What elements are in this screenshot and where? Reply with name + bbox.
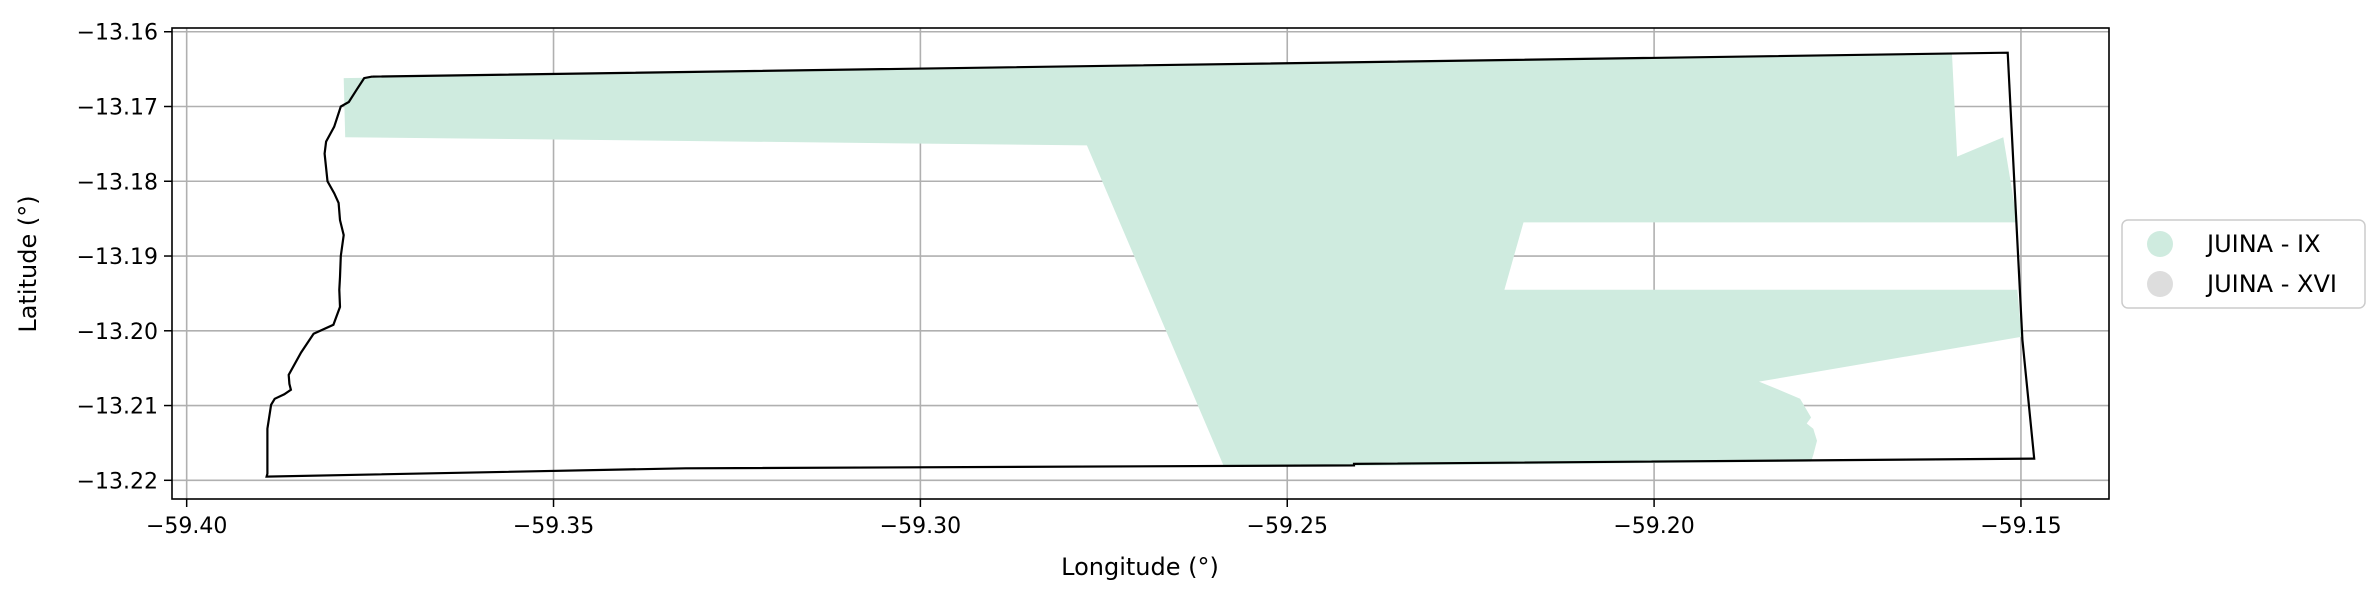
legend-label: JUINA - IX <box>2205 230 2321 258</box>
y-tick-label: −13.18 <box>77 170 158 195</box>
y-axis-title: Latitude (°) <box>14 195 42 332</box>
municipality-boundary <box>265 51 2036 478</box>
legend-marker <box>2147 271 2173 297</box>
region-juina-ix <box>343 54 2022 467</box>
legend-label: JUINA - XVI <box>2205 270 2337 298</box>
legend-box <box>2121 219 2366 309</box>
y-axis-ticks: −13.16 −13.17 −13.18 −13.19 −13.20 −13.21 −13.… <box>77 21 172 494</box>
map-shapes <box>343 54 2022 467</box>
x-tick-label: −59.35 <box>513 514 594 539</box>
x-tick-label: −59.20 <box>1613 514 1694 539</box>
x-axis-title: Longitude (°) <box>1061 553 1219 581</box>
y-tick-label: −13.17 <box>77 96 158 121</box>
plot-area-frame <box>171 27 2110 500</box>
legend-marker <box>2147 231 2173 257</box>
legend: JUINA - IX JUINA - XVI <box>2121 219 2366 309</box>
x-tick-label: −59.15 <box>1980 514 2061 539</box>
legend-entries: JUINA - IX JUINA - XVI <box>2147 230 2337 298</box>
x-tick-label: −59.40 <box>146 514 227 539</box>
x-axis-ticks: −59.40 −59.35 −59.30 −59.25 −59.20 −59.15 <box>146 499 2062 539</box>
x-tick-label: −59.30 <box>880 514 961 539</box>
y-tick-label: −13.20 <box>77 320 158 345</box>
x-tick-label: −59.25 <box>1247 514 1328 539</box>
y-tick-label: −13.19 <box>77 245 158 270</box>
y-tick-label: −13.21 <box>77 395 158 420</box>
y-tick-label: −13.22 <box>77 469 158 494</box>
y-tick-label: −13.16 <box>77 21 158 46</box>
